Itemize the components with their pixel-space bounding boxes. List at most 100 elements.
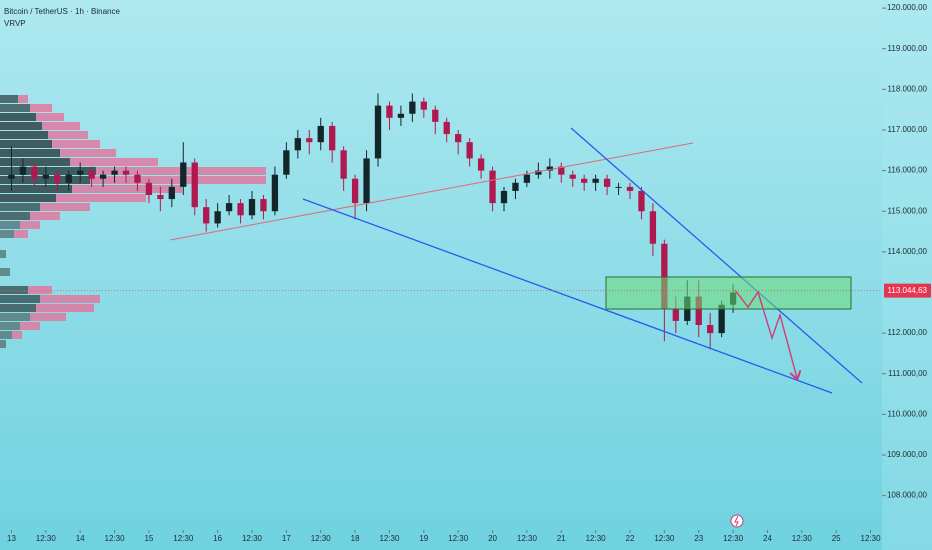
candle-body bbox=[317, 125, 324, 143]
candle-body bbox=[466, 142, 473, 159]
candle-body bbox=[329, 125, 336, 151]
candle-body bbox=[203, 207, 210, 224]
candle-body bbox=[477, 158, 485, 171]
candle-body bbox=[225, 203, 233, 212]
candle-body bbox=[42, 174, 49, 179]
candle-body bbox=[535, 170, 542, 175]
x-tick-label: 12:30 bbox=[242, 534, 263, 543]
candle-body bbox=[500, 190, 508, 204]
candle-body bbox=[214, 211, 221, 224]
candle-body bbox=[374, 105, 382, 159]
x-tick-label: 12:30 bbox=[792, 534, 813, 543]
candle-body bbox=[638, 190, 645, 212]
candle-body bbox=[626, 186, 634, 191]
x-tick-label: 21 bbox=[557, 534, 566, 543]
candle-body bbox=[122, 170, 130, 175]
x-tick-label: 17 bbox=[282, 534, 291, 543]
candle-body bbox=[386, 105, 393, 118]
y-tick-label: 116.000,00 bbox=[888, 166, 928, 175]
candle-body bbox=[271, 174, 279, 212]
y-tick-label: 120.000,00 bbox=[887, 3, 928, 12]
candle-body bbox=[145, 182, 153, 195]
candle-body bbox=[191, 162, 198, 208]
candle-body bbox=[54, 174, 61, 183]
x-tick-label: 12:30 bbox=[654, 534, 675, 543]
candle-body bbox=[31, 166, 38, 179]
candle-body bbox=[512, 182, 519, 191]
y-tick-label: 112.000,00 bbox=[888, 328, 928, 337]
candle-body bbox=[661, 243, 668, 309]
x-tick-label: 18 bbox=[351, 534, 360, 543]
y-tick-label: 108.000,00 bbox=[887, 491, 928, 500]
x-tick-label: 12:30 bbox=[36, 534, 57, 543]
x-tick-label: 20 bbox=[488, 534, 497, 543]
x-tick-label: 12:30 bbox=[379, 534, 400, 543]
candle-body bbox=[260, 199, 267, 212]
x-tick-label: 22 bbox=[626, 534, 635, 543]
chart-title: Bitcoin / TetherUS · 1h · Binance bbox=[4, 7, 120, 16]
candle-body bbox=[294, 138, 301, 151]
candle-body bbox=[420, 101, 427, 110]
x-tick-label: 24 bbox=[763, 534, 772, 543]
candle-body bbox=[19, 166, 27, 175]
x-tick-label: 12:30 bbox=[861, 534, 882, 543]
candle-body bbox=[77, 170, 84, 175]
candle-body bbox=[523, 174, 531, 183]
x-tick-label: 12:30 bbox=[586, 534, 607, 543]
x-tick-label: 15 bbox=[144, 534, 153, 543]
candle-body bbox=[351, 178, 359, 204]
x-tick-label: 13 bbox=[7, 534, 16, 543]
candle-body bbox=[592, 178, 599, 183]
x-tick-label: 25 bbox=[832, 534, 841, 543]
candle-body bbox=[340, 150, 347, 179]
x-tick-label: 14 bbox=[76, 534, 85, 543]
candle-body bbox=[65, 174, 72, 183]
y-tick-label: 119.000,00 bbox=[888, 44, 928, 53]
y-tick-label: 117.000,00 bbox=[888, 125, 928, 134]
candle-body bbox=[581, 178, 588, 183]
candle-body bbox=[707, 325, 714, 334]
candle-body bbox=[546, 166, 553, 171]
candle-body bbox=[672, 308, 679, 321]
candle-body bbox=[615, 186, 622, 188]
candle-body bbox=[489, 170, 496, 204]
candle-body bbox=[363, 158, 370, 204]
candle-body bbox=[695, 296, 702, 325]
x-tick-label: 12:30 bbox=[105, 534, 126, 543]
x-tick-label: 19 bbox=[419, 534, 428, 543]
candle-body bbox=[180, 162, 187, 187]
candle-body bbox=[558, 166, 565, 175]
volume-profile bbox=[0, 95, 266, 348]
event-icon[interactable] bbox=[730, 514, 744, 528]
x-tick-label: 16 bbox=[213, 534, 222, 543]
candle-body bbox=[157, 195, 164, 200]
x-tick-label: 12:30 bbox=[723, 534, 744, 543]
candle-body bbox=[248, 199, 256, 216]
x-tick-label: 12:30 bbox=[517, 534, 538, 543]
candles bbox=[8, 93, 737, 350]
y-tick-label: 110.000,00 bbox=[888, 409, 928, 418]
candle-body bbox=[649, 211, 657, 244]
candle-body bbox=[111, 170, 118, 175]
candle-body bbox=[409, 101, 416, 114]
candle-body bbox=[134, 174, 141, 183]
candle-body bbox=[432, 109, 439, 122]
candle-body bbox=[99, 174, 107, 179]
drawings bbox=[169, 127, 863, 394]
x-tick-label: 23 bbox=[694, 534, 703, 543]
candle-body bbox=[306, 138, 313, 143]
y-tick-label: 111.000,00 bbox=[888, 369, 927, 378]
candle-body bbox=[237, 203, 244, 216]
x-tick-label: 12:30 bbox=[173, 534, 194, 543]
candle-body bbox=[455, 134, 462, 143]
price-axis-panel bbox=[882, 0, 932, 550]
y-tick-label: 114.000,00 bbox=[888, 247, 928, 256]
candle-body bbox=[569, 174, 576, 179]
indicator-label: VRVP bbox=[4, 19, 26, 28]
candle-body bbox=[8, 174, 15, 179]
candle-body bbox=[397, 113, 405, 118]
candle-body bbox=[443, 121, 450, 135]
